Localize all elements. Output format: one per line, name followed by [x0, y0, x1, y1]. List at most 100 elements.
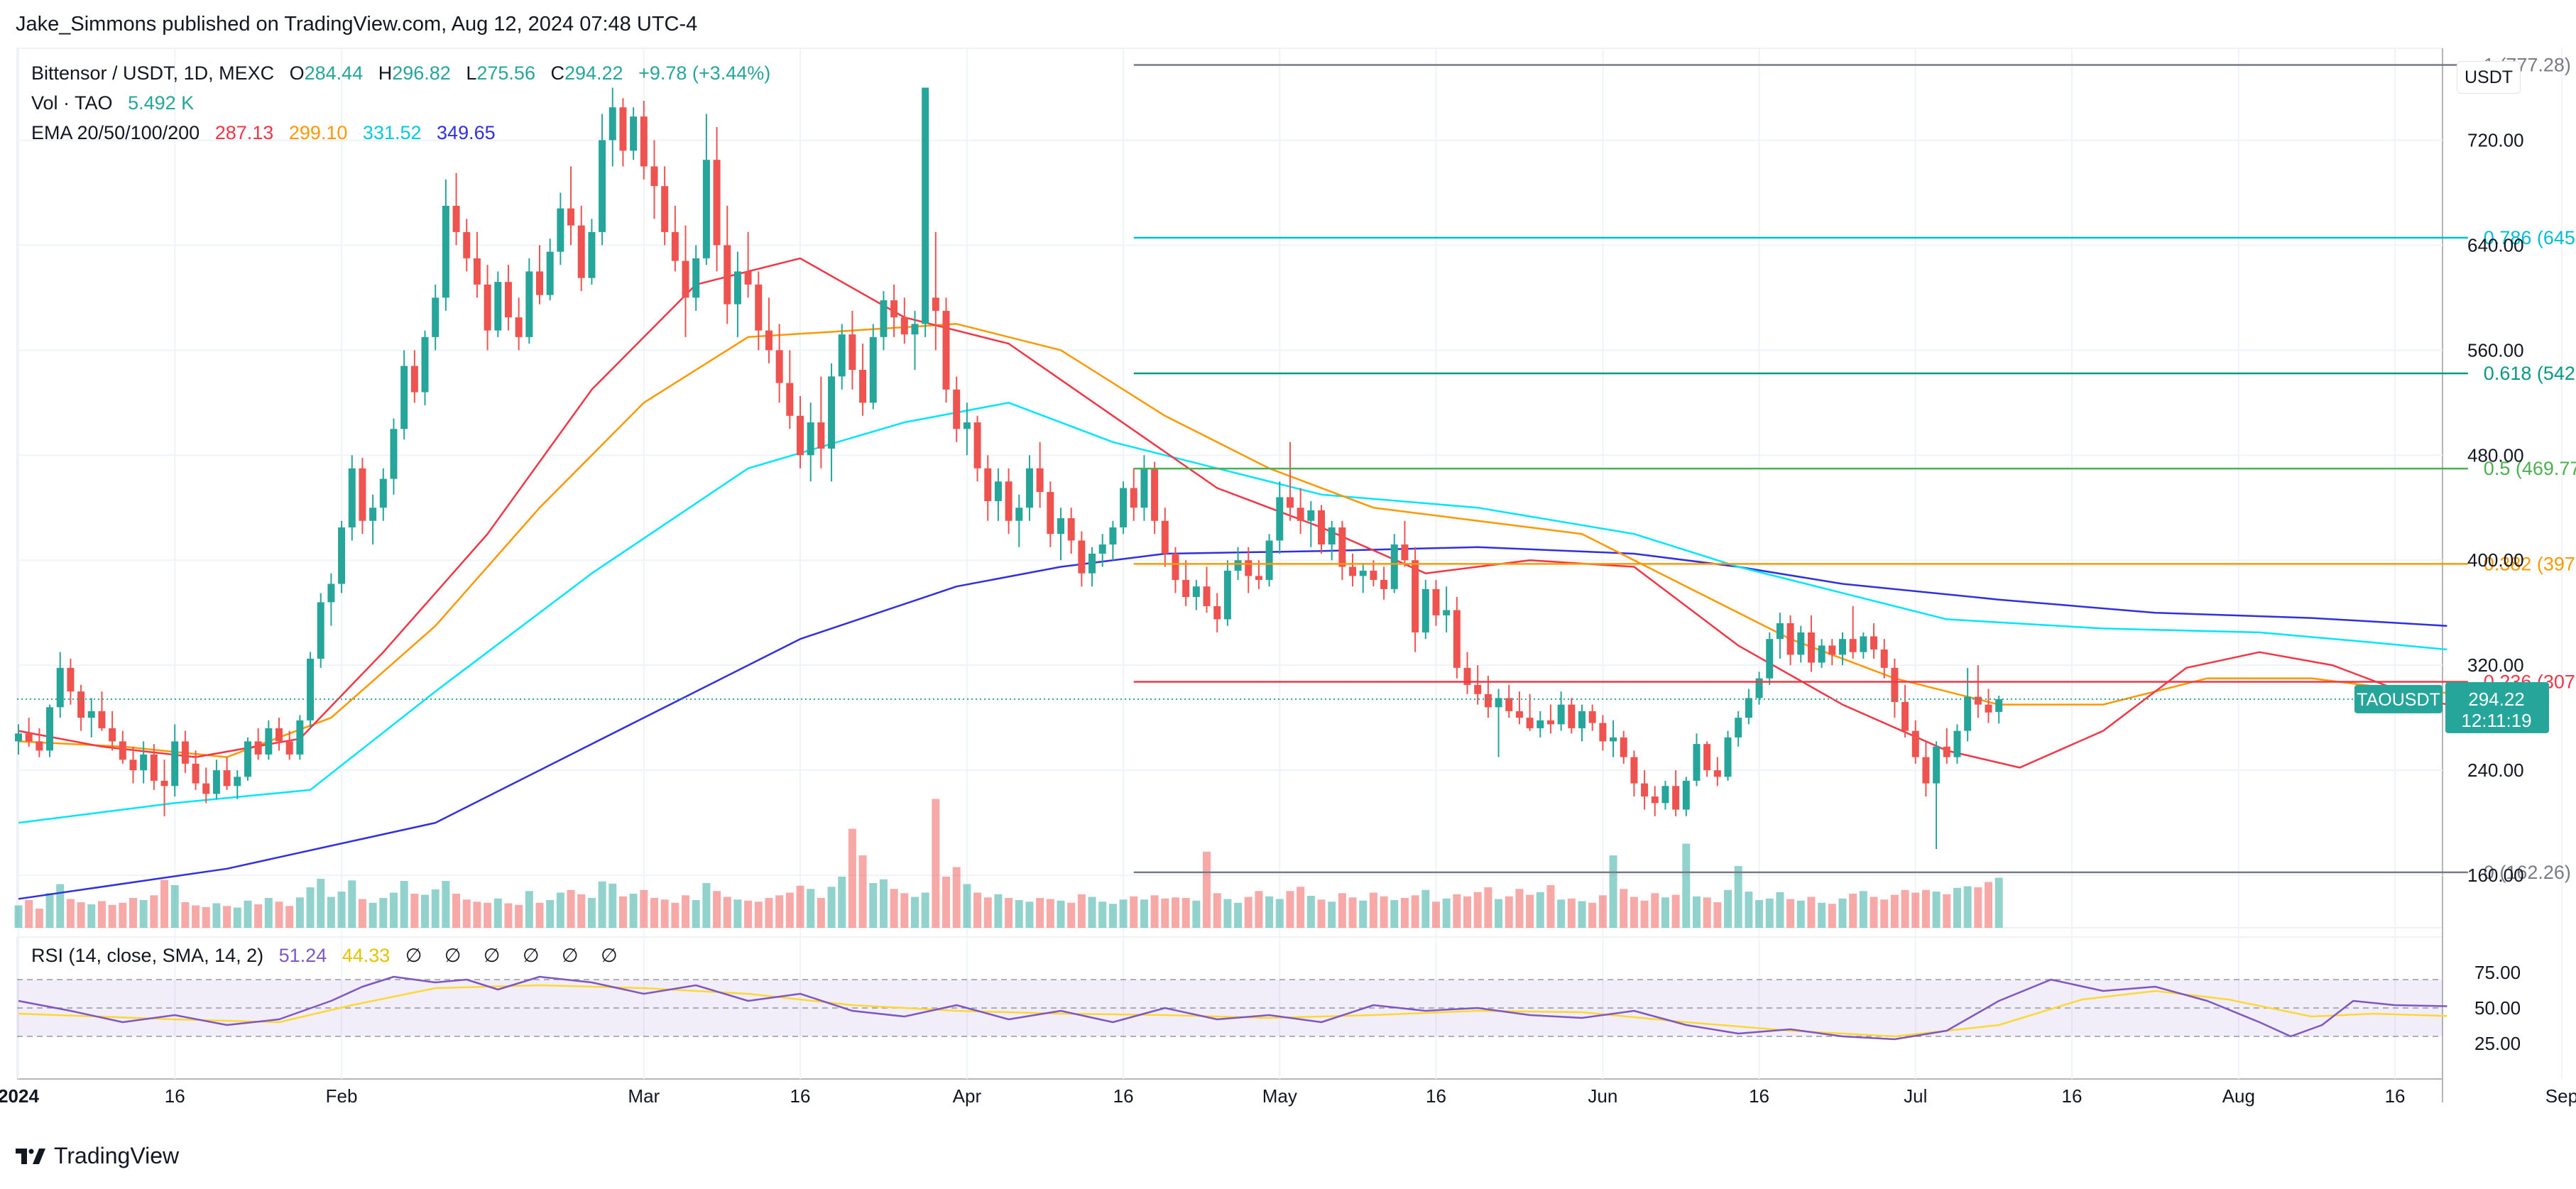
- volume-bar: [1776, 892, 1784, 928]
- candle: [1255, 560, 1262, 589]
- candle: [1557, 691, 1565, 731]
- candle-body: [25, 733, 33, 742]
- volume-bar: [1828, 904, 1836, 928]
- volume-bar: [442, 881, 450, 928]
- volume-bar: [817, 898, 825, 928]
- volume-bar: [1297, 887, 1305, 928]
- candle: [1120, 481, 1128, 535]
- candle-body: [1880, 649, 1888, 668]
- volume-bar: [587, 898, 596, 928]
- volume-bar: [192, 905, 200, 928]
- candle: [494, 271, 502, 337]
- candle: [1933, 741, 1941, 850]
- candle-body: [1870, 636, 1878, 650]
- candle-body: [1203, 586, 1211, 606]
- candle-body: [577, 225, 585, 278]
- volume-bar: [119, 902, 127, 928]
- volume-bar: [108, 904, 116, 928]
- candle-body: [1401, 544, 1409, 561]
- candle-body: [504, 282, 512, 318]
- volume-bar: [431, 889, 440, 928]
- volume-bar: [1108, 904, 1117, 928]
- x-tick-label: 2024: [0, 1085, 39, 1107]
- candle: [984, 455, 992, 521]
- candle: [1776, 613, 1784, 659]
- candle-body: [1735, 718, 1742, 738]
- candle-body: [1891, 667, 1899, 702]
- tradingview-brand[interactable]: TradingView: [16, 1143, 179, 1169]
- candle: [129, 746, 137, 784]
- volume-bar: [1692, 896, 1701, 928]
- candle: [1474, 665, 1482, 705]
- volume-bar: [1025, 902, 1034, 928]
- ema-legend[interactable]: EMA 20/50/100/200 287.13 299.10 331.52 3…: [31, 122, 506, 144]
- candle-body: [973, 422, 981, 469]
- volume-bar: [650, 898, 658, 928]
- candle: [296, 715, 304, 760]
- volume-bar: [285, 906, 294, 928]
- candle: [1349, 553, 1357, 587]
- volume-bar: [295, 897, 304, 928]
- candle: [786, 350, 794, 429]
- volume-bar: [150, 895, 158, 928]
- candle-body: [1693, 744, 1701, 781]
- candle: [452, 172, 460, 246]
- candle-body: [212, 770, 220, 794]
- currency-button[interactable]: USDT: [2457, 61, 2521, 94]
- x-tick-label: Apr: [953, 1085, 982, 1107]
- fib-level-label: 0 (162.26): [2484, 862, 2571, 883]
- volume-bar: [1671, 894, 1680, 928]
- candle-body: [463, 231, 471, 258]
- candle-body: [1922, 757, 1930, 784]
- candle: [109, 711, 116, 751]
- volume-bar: [1244, 897, 1252, 928]
- candle-body: [244, 741, 251, 777]
- candle: [265, 720, 273, 760]
- candle: [911, 310, 919, 371]
- volume-bar: [1192, 900, 1201, 928]
- rsi-legend[interactable]: RSI (14, close, SMA, 14, 2) 51.24 44.33 …: [31, 945, 628, 967]
- candle-body: [671, 231, 679, 261]
- volume-bar: [1505, 896, 1513, 928]
- volume-bar: [1630, 897, 1638, 928]
- candle-body: [307, 658, 315, 720]
- candle-body: [525, 271, 533, 337]
- candle: [1891, 658, 1899, 718]
- symbol-legend[interactable]: Bittensor / USDT, 1D, MEXC O284.44 H296.…: [31, 62, 780, 84]
- candle-body: [379, 478, 387, 508]
- volume-bar: [389, 892, 398, 928]
- candle-body: [234, 777, 241, 787]
- candle-body: [473, 258, 481, 285]
- candle-body: [859, 370, 867, 403]
- volume-bar: [1473, 892, 1482, 928]
- candle-body: [348, 468, 356, 527]
- candle: [421, 330, 429, 405]
- candle: [1797, 625, 1805, 663]
- candle-body: [1537, 720, 1544, 728]
- volume-bar: [66, 899, 75, 928]
- volume-bar: [1036, 898, 1044, 928]
- volume-bar: [1213, 893, 1221, 928]
- candle-body: [1182, 579, 1190, 597]
- candle-body: [432, 297, 440, 337]
- candle-body: [275, 728, 283, 742]
- volume-bar: [900, 893, 909, 928]
- x-tick-label: May: [1262, 1085, 1297, 1107]
- candle-body: [775, 350, 783, 383]
- candle: [1630, 750, 1638, 797]
- candle-body: [1995, 698, 2003, 712]
- candle-body: [1161, 520, 1169, 554]
- candle-body: [1057, 518, 1064, 535]
- candle: [1297, 488, 1304, 535]
- volume-bar: [1171, 897, 1179, 928]
- candle: [859, 344, 867, 416]
- y-tick-label: 560.00: [2467, 339, 2524, 361]
- candle: [1943, 728, 1950, 764]
- volume-legend[interactable]: Vol · TAO 5.492 K: [31, 92, 204, 114]
- candle: [640, 100, 648, 180]
- volume-bar: [369, 902, 377, 928]
- candle: [1307, 500, 1315, 547]
- volume-bar: [1974, 887, 1982, 928]
- candle: [140, 741, 148, 784]
